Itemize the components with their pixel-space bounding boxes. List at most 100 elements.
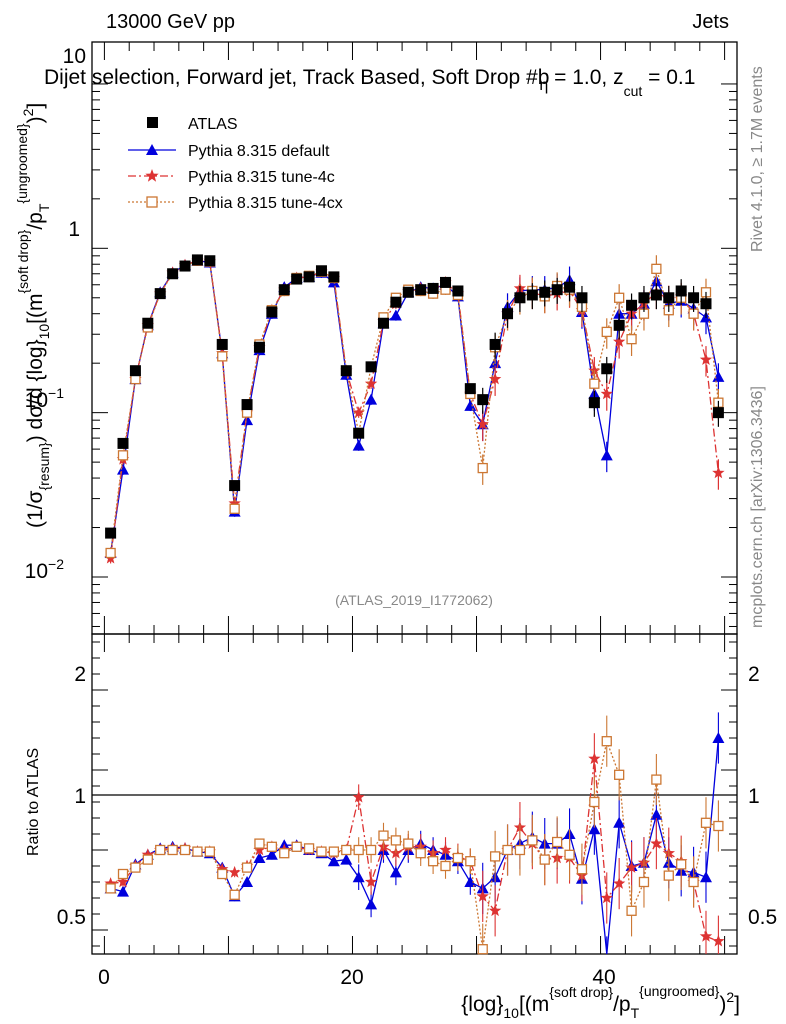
data-point (464, 383, 476, 395)
ratio-point (105, 883, 116, 894)
data-point (502, 308, 514, 320)
data-point (216, 338, 228, 350)
data-series (104, 254, 725, 564)
data-point (389, 309, 402, 321)
ratio-point (253, 843, 266, 856)
ratio-tick-label-right-2: 2 (748, 663, 760, 686)
data-point (712, 466, 725, 479)
ratio-point (254, 838, 265, 849)
ratio-point (527, 835, 538, 846)
ratio-point (353, 844, 364, 856)
data-point (241, 414, 254, 426)
data-point (514, 292, 526, 304)
data-point (700, 298, 712, 310)
ratio-point (390, 835, 402, 846)
y-tick-label-0.01: 10−2 (25, 556, 65, 583)
data-point (105, 527, 117, 539)
data-point (614, 292, 625, 303)
ratio-point (650, 837, 663, 849)
ratio-point (117, 885, 130, 897)
ratio-point (488, 904, 502, 917)
ratio-point (316, 846, 327, 857)
y-tick-label-10: 10 (63, 45, 86, 68)
legend-entry-tune-4c: Pythia 8.315 tune-4c (128, 169, 335, 186)
data-point (129, 365, 141, 377)
data-point (352, 406, 365, 418)
ratio-point (116, 875, 130, 888)
ratio-tick-label-0.5: 0.5 (57, 906, 86, 929)
ratio-point (489, 851, 501, 862)
ratio-line (110, 737, 720, 955)
x-axis-ticks (103, 42, 726, 954)
data-point (476, 417, 489, 430)
data-point (526, 289, 538, 301)
data-point (365, 361, 377, 373)
ratio-point (638, 876, 650, 888)
ratio-point (389, 866, 402, 878)
data-point (117, 463, 130, 475)
ratio-tick-label-1: 1 (74, 785, 86, 808)
x-tick-label-40: 40 (592, 966, 615, 989)
ratio-point (688, 876, 699, 888)
data-point (651, 263, 662, 274)
ratio-point (229, 889, 240, 900)
ratio-point (415, 848, 426, 859)
ratio-point (104, 877, 117, 889)
data-point (179, 260, 191, 272)
ratio-point (130, 862, 141, 873)
ratio-point (217, 868, 228, 880)
data-point (228, 497, 241, 509)
ratio-point (341, 844, 352, 856)
data-point (229, 480, 241, 492)
data-point (266, 306, 278, 318)
legend-marker-atlas (147, 117, 158, 128)
data-point (452, 285, 464, 297)
ratio-point (476, 889, 489, 902)
data-point (415, 284, 427, 296)
data-point (402, 286, 414, 298)
main-y-axis-ticks (92, 83, 737, 627)
y-tick-label-0.1: 10−1 (25, 385, 65, 412)
ratio-point (352, 871, 365, 883)
data-point (204, 255, 216, 267)
data-point (390, 296, 402, 308)
ratio-point (464, 876, 477, 887)
header-category: Jets (692, 11, 729, 33)
legend-label-atlas: ATLAS (188, 116, 238, 133)
ratio-point (465, 856, 476, 867)
ratio-point (613, 816, 626, 828)
series-atlas (105, 254, 724, 539)
ratio-point (253, 852, 266, 863)
side-text-mcplots: mcplots.cern.ch [arXiv:1306.3436] (749, 386, 766, 628)
ratio-point (614, 769, 625, 780)
data-point (613, 335, 626, 347)
ratio-point (588, 752, 601, 765)
ratio-y-tick-labels: 0.5 1 2 0.5 1 2 (57, 663, 777, 929)
ratio-point (228, 865, 241, 878)
data-point (650, 289, 662, 301)
ratio-pythia-8-315-tune-4cx (105, 715, 724, 955)
ratio-point (589, 796, 600, 808)
ratio-y-axis-ticks (92, 641, 737, 947)
ratio-point (600, 891, 613, 904)
data-point (217, 351, 228, 362)
ratio-point (352, 790, 365, 803)
ratio-point (179, 844, 191, 856)
data-point (377, 317, 389, 329)
ratio-tick-label-2: 2 (74, 663, 86, 686)
ratio-point (364, 875, 378, 888)
ratio-point (327, 855, 340, 867)
data-point (699, 353, 713, 365)
main-y-tick-labels: 10−2 10−1 1 10 (25, 45, 86, 583)
y-axis-label: (1/σ{resum}) dσ/d {log}10[(m{soft drop}/… (14, 103, 52, 528)
ratio-point (291, 841, 302, 852)
ratio-series (104, 712, 725, 955)
analysis-watermark: (ATLAS_2019_I1772062) (335, 592, 493, 608)
data-point (489, 338, 501, 350)
x-tick-labels: 0 20 40 (98, 966, 616, 989)
ratio-tick-label-right-0.5: 0.5 (748, 906, 777, 929)
data-point (229, 503, 240, 514)
data-point (539, 286, 551, 298)
data-point (600, 387, 613, 400)
